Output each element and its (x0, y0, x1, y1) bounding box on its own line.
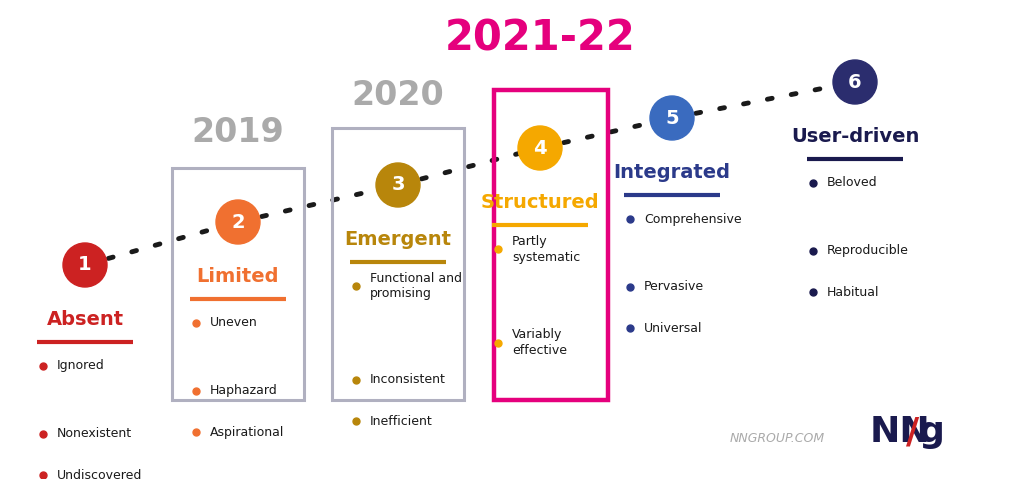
Text: Haphazard: Haphazard (210, 384, 278, 397)
Text: Absent: Absent (46, 310, 124, 329)
Text: Emergent: Emergent (344, 230, 452, 249)
Text: Reproducible: Reproducible (827, 244, 909, 257)
Text: 2021-22: 2021-22 (444, 17, 635, 59)
Text: Comprehensive: Comprehensive (644, 213, 741, 226)
Text: Undiscovered: Undiscovered (57, 468, 142, 479)
Text: Ignored: Ignored (57, 360, 104, 373)
Text: Nonexistent: Nonexistent (57, 427, 132, 440)
Text: Aspirational: Aspirational (210, 426, 285, 439)
Text: Partly
systematic: Partly systematic (512, 235, 581, 263)
Bar (172, 168, 304, 400)
Text: Beloved: Beloved (827, 176, 878, 190)
Text: Universal: Universal (644, 322, 702, 335)
Text: 4: 4 (534, 138, 547, 158)
Circle shape (216, 200, 260, 244)
Text: Habitual: Habitual (827, 285, 880, 299)
Text: Integrated: Integrated (613, 163, 730, 182)
Circle shape (650, 96, 694, 140)
Bar (494, 90, 608, 400)
Text: Inconsistent: Inconsistent (370, 373, 445, 386)
Text: 2020: 2020 (351, 79, 444, 112)
Circle shape (833, 60, 877, 104)
Text: Variably
effective: Variably effective (512, 328, 567, 357)
Text: Uneven: Uneven (210, 317, 258, 330)
Text: 2019: 2019 (191, 115, 285, 148)
Text: Functional and
promising: Functional and promising (370, 272, 462, 300)
Text: 6: 6 (848, 72, 862, 91)
Text: /: / (906, 415, 920, 449)
Text: Inefficient: Inefficient (370, 415, 433, 428)
Text: 1: 1 (78, 255, 92, 274)
Text: User-driven: User-driven (791, 127, 920, 146)
Bar (332, 128, 464, 400)
Circle shape (376, 163, 420, 207)
Text: 5: 5 (666, 109, 679, 127)
Circle shape (518, 126, 562, 170)
Text: Pervasive: Pervasive (644, 280, 705, 293)
Text: NNGROUP.COM: NNGROUP.COM (730, 432, 825, 445)
Text: g: g (918, 415, 944, 449)
Text: 3: 3 (391, 175, 404, 194)
Circle shape (63, 243, 106, 287)
Text: 2: 2 (231, 213, 245, 231)
Text: Limited: Limited (197, 267, 280, 286)
Text: NN: NN (870, 415, 931, 449)
Text: Structured: Structured (480, 193, 599, 212)
